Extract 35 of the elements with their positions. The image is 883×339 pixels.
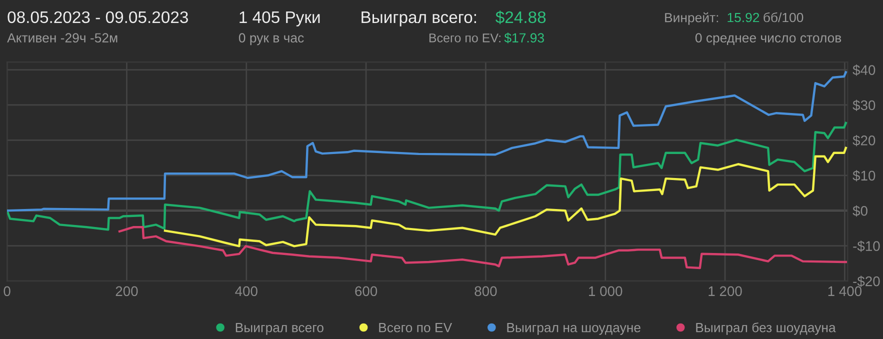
x-tick-label: 800 — [474, 286, 497, 296]
legend-label: Всего по EV — [379, 323, 452, 332]
text: 08.05.2023 - 09.05.2023 — [8, 11, 188, 24]
y-tick-label: $30 — [852, 100, 876, 111]
x-tick-label: 1 000 — [589, 286, 622, 296]
text: $24.88 — [496, 10, 546, 24]
y-tick-label: $20 — [852, 134, 876, 146]
y-tick-label: $10 — [852, 170, 876, 182]
line-series — [7, 71, 847, 212]
text: $17.93 — [504, 32, 544, 44]
line-series — [164, 146, 847, 248]
text: 15.92 — [728, 12, 760, 22]
x-tick-label: 1 400 — [828, 286, 862, 296]
legend-label: Выиграл без шоудауна — [696, 322, 836, 335]
text: 0 среднее число столов — [695, 33, 842, 46]
legend-label: Выиграл всего — [236, 323, 324, 335]
y-tick-label: -$10 — [853, 240, 880, 252]
text: 1 405 Руки — [240, 11, 320, 26]
text: Всего по EV: — [429, 34, 500, 42]
text: Выиграл всего: — [362, 11, 476, 26]
text: бб/100 — [764, 12, 804, 22]
x-tick-label: 400 — [235, 286, 258, 296]
x-tick-label: 1 200 — [708, 286, 742, 296]
line-series — [7, 122, 847, 231]
y-tick-label: $40 — [852, 64, 876, 76]
legend-label: Выиграл на шоудауне — [507, 323, 640, 335]
x-tick-label: 600 — [355, 286, 378, 296]
y-tick-label: $0 — [852, 205, 868, 217]
text: Активен -29ч -52м — [7, 33, 118, 43]
y-tick-label: -$20 — [853, 276, 880, 288]
x-tick-label: 0 — [4, 286, 10, 296]
text: 0 рук в час — [238, 33, 304, 46]
text: Винрейт: — [665, 12, 718, 25]
x-tick-label: 200 — [116, 286, 138, 296]
line-series — [118, 226, 847, 270]
